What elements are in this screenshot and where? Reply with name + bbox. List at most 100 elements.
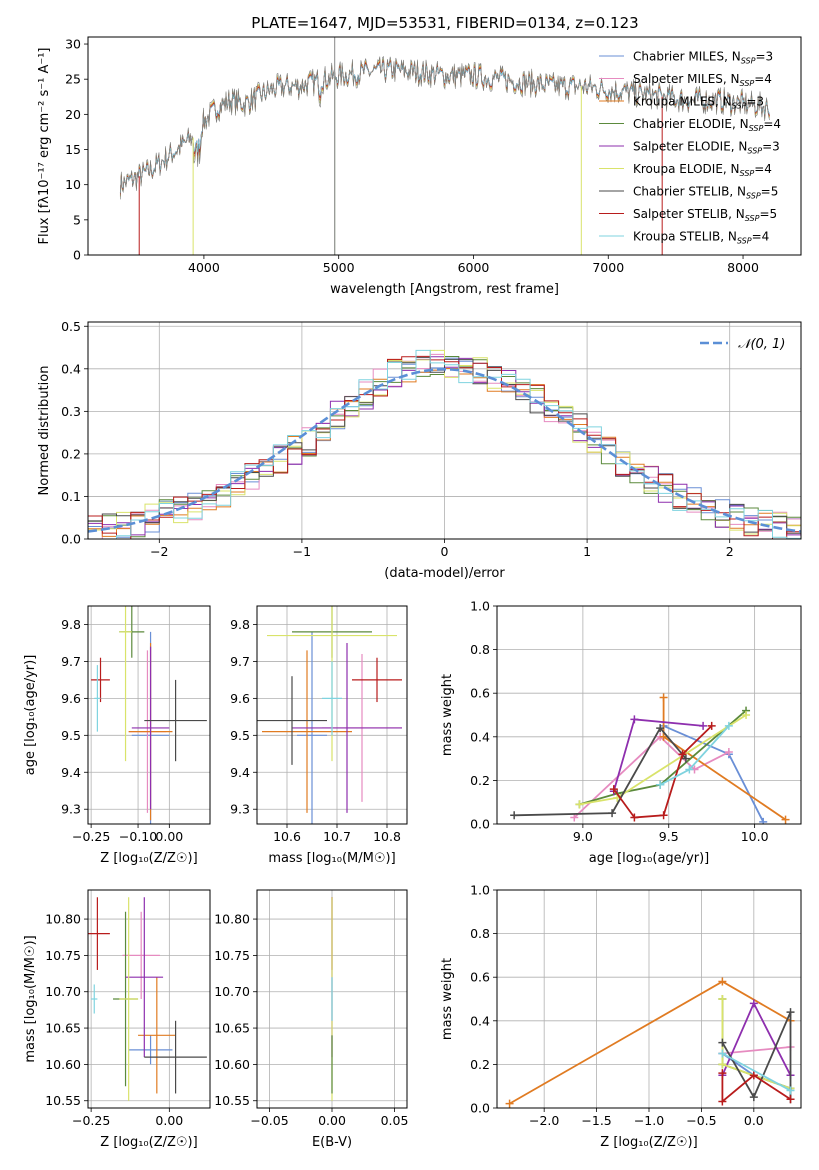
axes-frame (87, 36, 802, 256)
y-tick-label: 9.5 (61, 728, 81, 743)
y-tick-label: 0 (73, 248, 81, 263)
y-tick-label: 15 (65, 142, 81, 157)
x-tick-label: −0.5 (686, 1113, 716, 1128)
axes-frame (256, 605, 408, 825)
panel-spectrum: 4000 5000 6000 7000 8000 0 5 10 15 20 25 30 waveleng… (37, 36, 802, 297)
x-axis-label: Z [log₁₀(Z/Z☉)] (100, 851, 197, 866)
plot-area-mass_vs_Z (88, 897, 207, 1101)
residual-histogram-step (88, 355, 801, 539)
mass-weight-line (721, 1011, 792, 1100)
mass-weight-marker (718, 1060, 727, 1069)
x-tick-label: −2.0 (529, 1113, 559, 1128)
mass-weight-marker (505, 1099, 514, 1108)
x-tick-label: 9.0 (573, 829, 593, 844)
x-tick-label: 1 (583, 544, 591, 559)
axes-age_vs_mass: 10.6 10.7 10.8 9.3 9.4 9.5 9.6 9.7 9.8 mass [log₁… (230, 605, 408, 866)
plot-area-weight_vs_Z (505, 977, 795, 1108)
axes-frame (87, 605, 211, 825)
y-tick-label: 9.7 (61, 654, 81, 669)
x-tick-label: 0.00 (155, 1113, 183, 1128)
mass-weight-marker (759, 817, 768, 824)
mass-weight-marker (681, 754, 690, 763)
plot-area-age_vs_mass (257, 606, 402, 824)
residuals-legend: 𝒩(0, 1) (700, 337, 785, 352)
x-axis-label: E(B-V) (312, 1135, 352, 1150)
mass-weight-marker (781, 815, 790, 824)
y-tick-label: 9.4 (61, 765, 81, 780)
axes-age_vs_Z: −0.25 −0.100.00 9.3 9.4 9.5 9.6 9.7 9.8 Z [log₁₀… (23, 605, 211, 866)
y-tick-label: 10 (65, 177, 81, 192)
x-tick-label: 0 (441, 544, 449, 559)
mass-weight-marker (742, 711, 751, 719)
mass-weight-marker (718, 1049, 727, 1058)
y-tick-label: 10.75 (214, 948, 250, 963)
residual-histogram-step (88, 349, 801, 539)
y-tick-label: 10.80 (214, 912, 250, 927)
mass-weight-marker (749, 1071, 758, 1080)
y-tick-label: 9.8 (61, 617, 81, 632)
axes-mass_vs_Z: −0.25 0.00 10.55 10.60 10.65 10.70 10.75 10.80 Z… (23, 889, 211, 1150)
mass-weight-line (663, 725, 765, 823)
y-tick-label: 0.8 (470, 642, 490, 657)
y-axis-label: age [log₁₀(age/yr)] (23, 655, 38, 776)
mass-weight-line (579, 709, 747, 806)
plot-area-residuals (88, 349, 801, 539)
legend-label: Kroupa ELODIE, NSSP=4 (633, 162, 772, 178)
y-tick-label: 9.6 (230, 691, 250, 706)
mass-weight-marker (718, 1038, 727, 1047)
axes-frame (87, 889, 211, 1109)
y-tick-label: 1.0 (470, 599, 490, 614)
mass-weight-marker (724, 721, 733, 730)
y-tick-label: 0.5 (61, 319, 81, 334)
residual-histogram-step (88, 356, 801, 534)
mass-weight-line (514, 726, 687, 817)
legend-label: Chabrier ELODIE, NSSP=4 (633, 117, 781, 133)
y-tick-label: 0.0 (470, 817, 490, 832)
x-tick-label: 2 (726, 544, 734, 559)
plot-area-spectrum (119, 37, 770, 255)
mass-weight-marker (659, 732, 668, 741)
y-axis-label: mass [log₁₀(M/M☉)] (23, 935, 38, 1062)
x-tick-label: 0.00 (318, 1113, 346, 1128)
legend-label: Salpeter STELIB, NSSP=5 (633, 207, 777, 223)
panel-age_vs_mass: 10.6 10.7 10.8 9.3 9.4 9.5 9.6 9.7 9.8 mass [log₁… (230, 605, 408, 866)
mass-weight-marker (749, 999, 758, 1008)
mass-weight-marker (718, 995, 727, 1003)
y-tick-label: 10.65 (45, 1021, 81, 1036)
axes-residuals: −2 −1 0 1 2 0.0 0.1 0.2 0.3 0.4 0.5 (data-model)/er… (37, 319, 802, 581)
mass-weight-marker (656, 724, 665, 733)
y-tick-label: 9.4 (230, 765, 250, 780)
y-tick-label: 1.0 (470, 883, 490, 898)
y-tick-label: 0.2 (470, 1057, 490, 1072)
y-tick-label: 0.1 (61, 489, 81, 504)
panel-residuals: −2 −1 0 1 2 0.0 0.1 0.2 0.3 0.4 0.5 (data-model)/er… (37, 319, 802, 581)
y-axis-label: Normed distribution (37, 366, 52, 496)
mass-weight-line (722, 1046, 791, 1055)
mass-weight-line (721, 1052, 791, 1092)
plot-area-age_vs_Z (91, 606, 207, 824)
mass-weight-marker (630, 715, 639, 724)
mass-weight-line (509, 980, 791, 1105)
mass-weight-marker (656, 780, 665, 789)
mass-weight-marker (659, 693, 668, 702)
axes-frame (496, 605, 802, 825)
y-tick-label: 10.60 (214, 1057, 250, 1072)
x-tick-label: −1.0 (634, 1113, 664, 1128)
x-tick-label: 10.6 (273, 829, 301, 844)
y-tick-label: 0.4 (470, 729, 490, 744)
panel-weight_vs_age: 9.0 9.5 10.0 0.0 0.2 0.4 0.6 0.8 1.0 age [log₁₀(a… (440, 599, 802, 866)
y-tick-label: 10.55 (45, 1093, 81, 1108)
x-axis-label: wavelength [Angstrom, rest frame] (330, 282, 559, 297)
x-tick-label: 10.0 (741, 829, 769, 844)
panel-weight_vs_Z: −2.0 −1.5 −1.0 −0.5 0.0 0.0 0.2 0.4 0.6 0.8 1.0 Z [… (440, 883, 802, 1150)
mass-weight-marker (699, 721, 708, 730)
x-tick-label: −0.10 (119, 829, 157, 844)
legend-label: 𝒩(0, 1) (738, 337, 785, 352)
x-tick-label: 4000 (188, 260, 220, 275)
y-tick-label: 0.4 (470, 1013, 490, 1028)
legend-label: Kroupa STELIB, NSSP=4 (633, 230, 769, 246)
mass-weight-marker (724, 748, 733, 757)
x-tick-label: 6000 (458, 260, 490, 275)
mass-weight-marker (685, 765, 694, 774)
